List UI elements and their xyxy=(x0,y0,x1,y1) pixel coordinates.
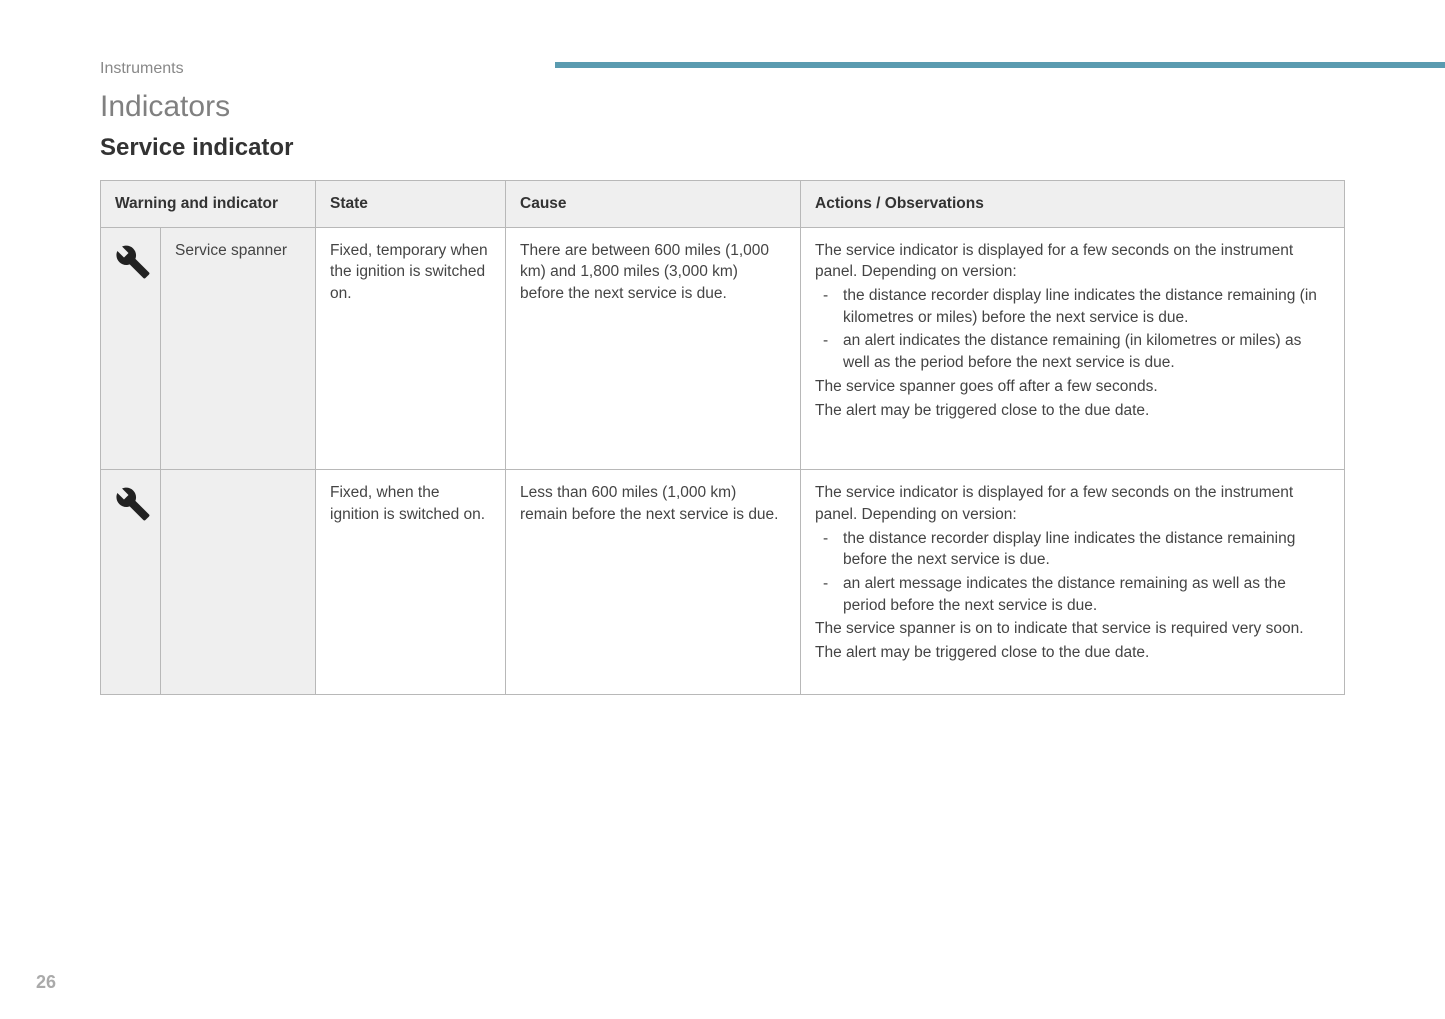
actions-outro: The alert may be triggered close to the … xyxy=(815,642,1330,664)
actions-bullets: the distance recorder display line indic… xyxy=(815,528,1330,617)
actions-outro: The service spanner is on to indicate th… xyxy=(815,618,1330,640)
actions-outro: The service spanner goes off after a few… xyxy=(815,376,1330,398)
wrench-icon xyxy=(115,486,151,522)
indicator-cause: Less than 600 miles (1,000 km) remain be… xyxy=(506,470,801,695)
indicator-icon-cell xyxy=(101,470,161,695)
indicator-cause: There are between 600 miles (1,000 km) a… xyxy=(506,227,801,470)
actions-intro: The service indicator is displayed for a… xyxy=(815,240,1330,283)
actions-bullets: the distance recorder display line indic… xyxy=(815,285,1330,374)
indicator-actions: The service indicator is displayed for a… xyxy=(801,470,1345,695)
indicator-actions: The service indicator is displayed for a… xyxy=(801,227,1345,470)
indicator-name: Service spanner xyxy=(161,227,316,470)
col-header-cause: Cause xyxy=(506,181,801,228)
table-row: Service spanner Fixed, temporary when th… xyxy=(101,227,1345,470)
actions-bullet: the distance recorder display line indic… xyxy=(815,528,1330,571)
page-title: Indicators xyxy=(100,90,1345,124)
page-number: 26 xyxy=(36,972,56,993)
actions-intro: The service indicator is displayed for a… xyxy=(815,482,1330,525)
sub-title: Service indicator xyxy=(100,134,1345,162)
indicator-name xyxy=(161,470,316,695)
indicator-state: Fixed, when the ignition is switched on. xyxy=(316,470,506,695)
table-header-row: Warning and indicator State Cause Action… xyxy=(101,181,1345,228)
header-rule xyxy=(555,62,1445,68)
actions-bullet: the distance recorder display line indic… xyxy=(815,285,1330,328)
indicator-state: Fixed, temporary when the ignition is sw… xyxy=(316,227,506,470)
col-header-actions: Actions / Observations xyxy=(801,181,1345,228)
col-header-state: State xyxy=(316,181,506,228)
col-header-warning: Warning and indicator xyxy=(101,181,316,228)
actions-bullet: an alert message indicates the distance … xyxy=(815,573,1330,616)
actions-bullet: an alert indicates the distance remainin… xyxy=(815,330,1330,373)
actions-outro: The alert may be triggered close to the … xyxy=(815,400,1330,422)
indicator-icon-cell xyxy=(101,227,161,470)
indicator-table: Warning and indicator State Cause Action… xyxy=(100,180,1345,695)
table-row: Fixed, when the ignition is switched on.… xyxy=(101,470,1345,695)
wrench-icon xyxy=(115,244,151,280)
